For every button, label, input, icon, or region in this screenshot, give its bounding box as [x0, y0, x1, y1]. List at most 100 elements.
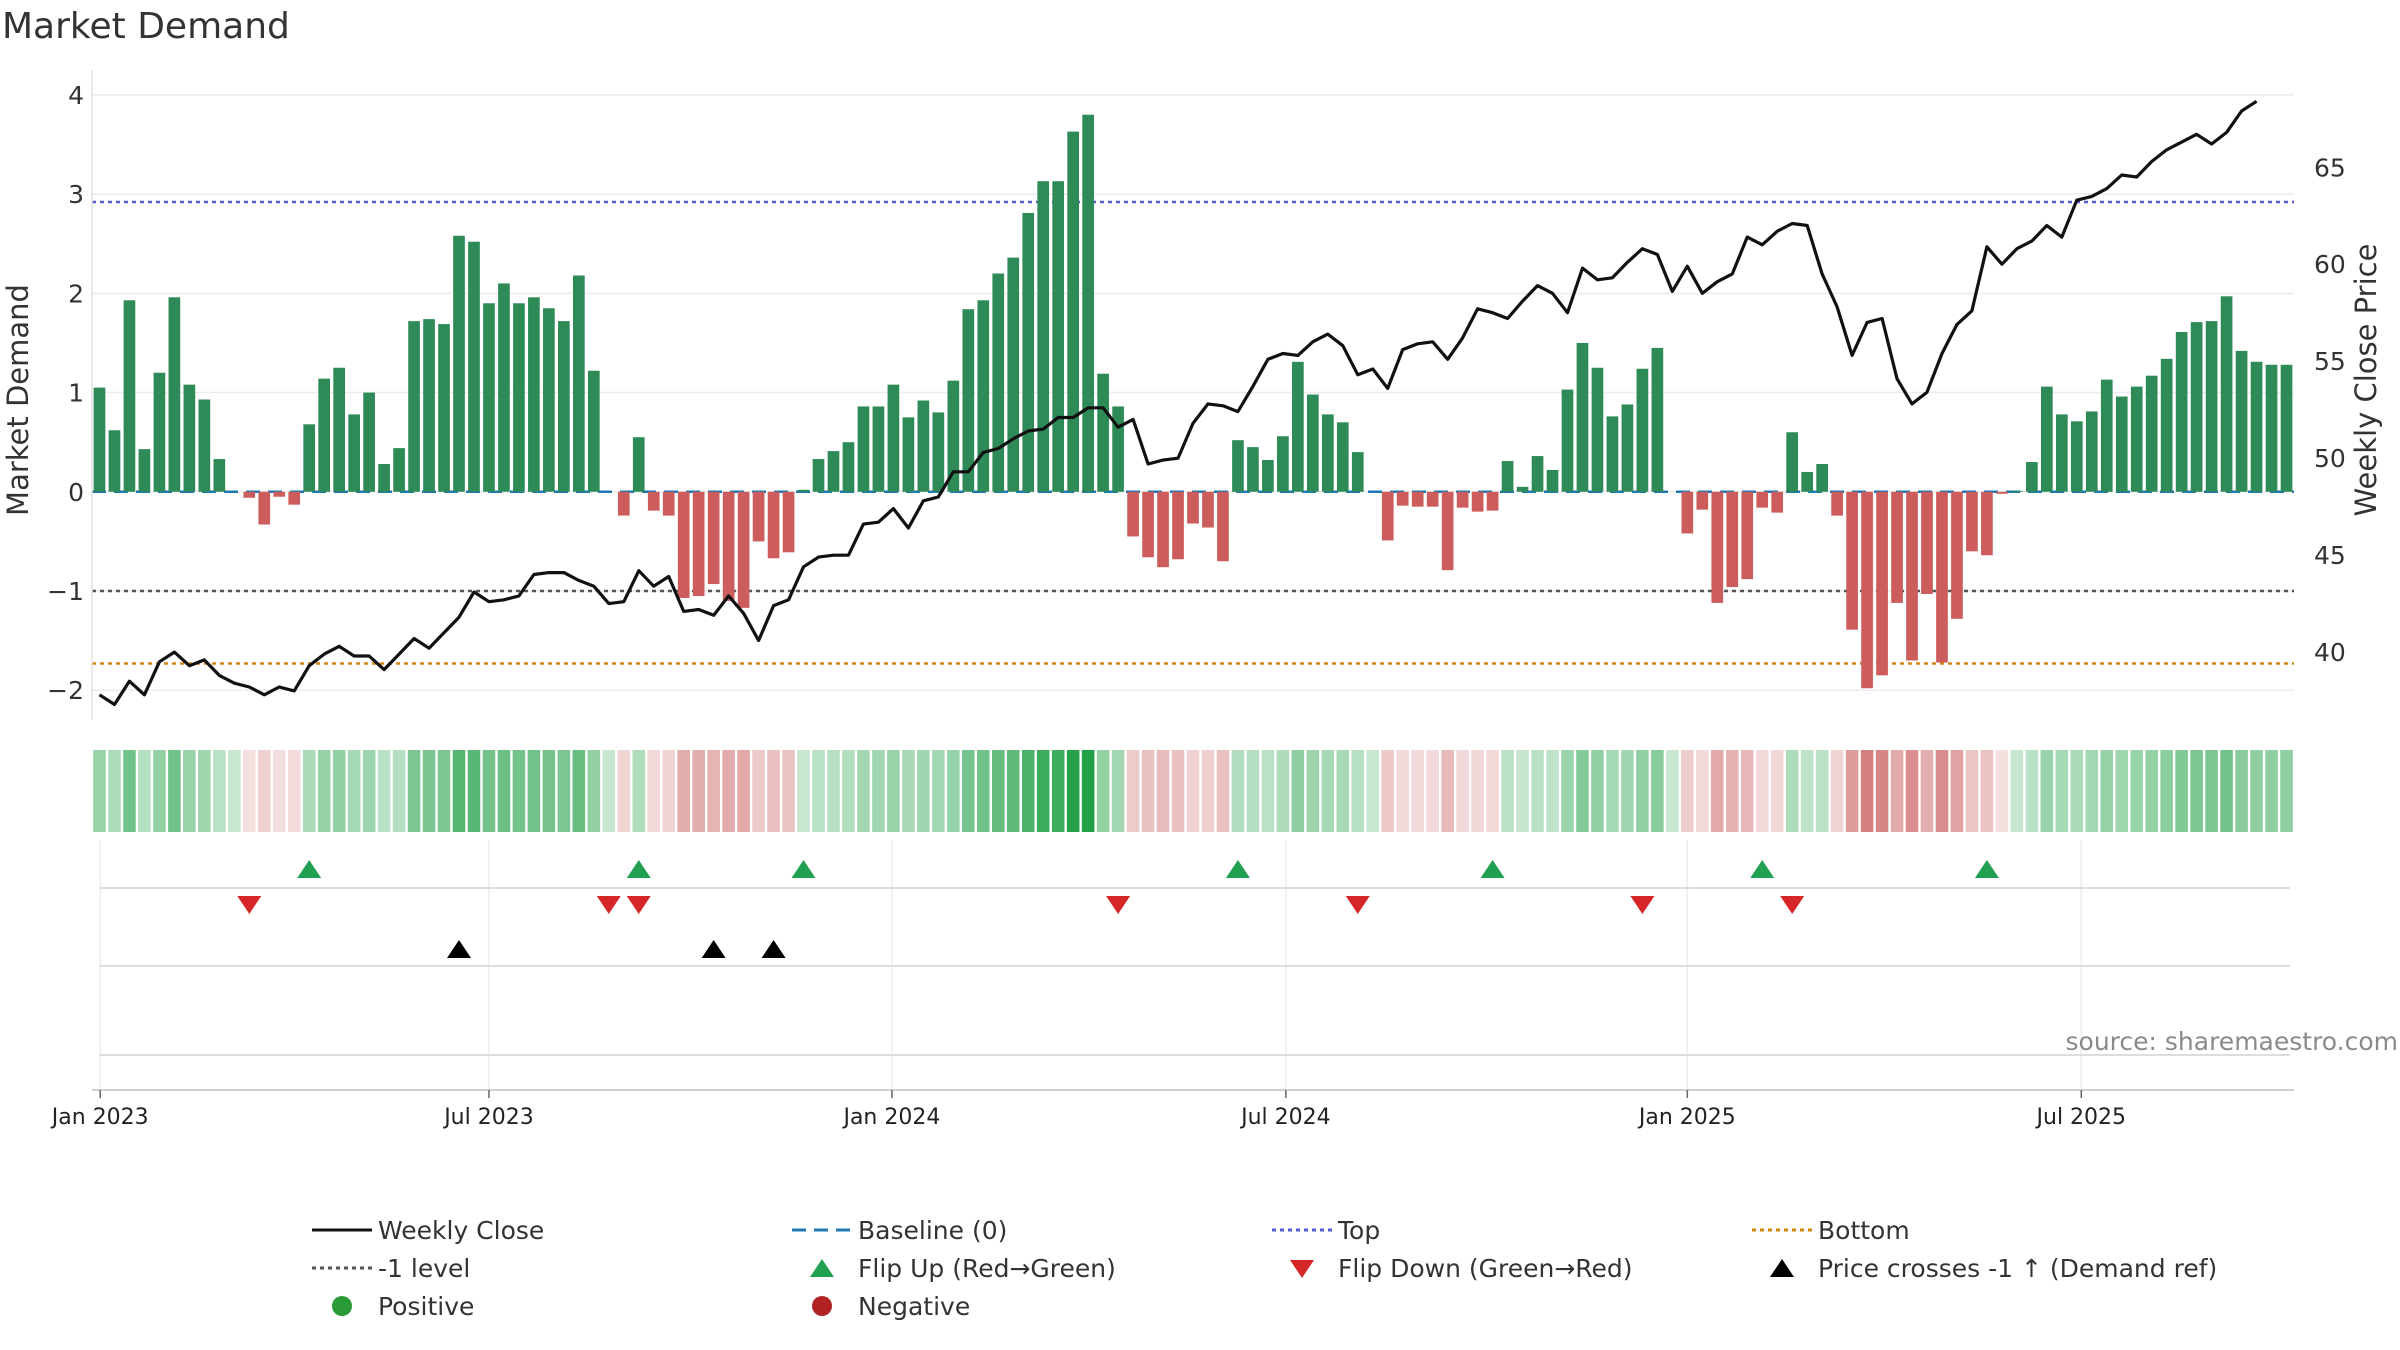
flip-up-marker [626, 860, 651, 878]
heat-cell-positive [2175, 750, 2188, 832]
weekly-close-layer [98, 99, 2258, 707]
heat-cell-negative [1156, 750, 1170, 832]
heat-cell-positive [1066, 750, 1080, 832]
negative-bar [647, 491, 660, 511]
heat-cell-positive [1306, 750, 1320, 832]
heat-cell-negative [737, 750, 750, 832]
heat-cell-positive [887, 750, 900, 832]
legend-label: Top [1338, 1215, 1381, 1245]
heat-cell-positive [827, 750, 840, 832]
heat-cell-positive [1546, 750, 1559, 832]
negative-bar [1381, 491, 1394, 541]
heat-cell-negative [1920, 750, 1934, 832]
flip-up-marker [297, 860, 322, 878]
positive-bar [2085, 411, 2098, 492]
heat-cell-positive [1276, 750, 1290, 832]
heat-cell-positive [991, 750, 1005, 832]
positive-bar [423, 319, 435, 492]
negative-bar [662, 491, 675, 516]
heat-cell-positive [2040, 750, 2054, 832]
y-tick-label: 0 [68, 478, 84, 507]
x-tick-label: Jul 2025 [2035, 1105, 2127, 1130]
heat-cell-positive [2145, 750, 2158, 832]
y-axis-label: Market Demand [1, 284, 35, 516]
negative-bar [1891, 491, 1903, 603]
heat-cell-negative [1126, 750, 1140, 832]
negative-bar [752, 491, 765, 542]
positive-bar [887, 384, 900, 492]
negative-bar [1966, 491, 1978, 552]
negative-bar [1127, 491, 1139, 537]
positive-bar [2055, 414, 2068, 492]
positive-bar [108, 430, 121, 492]
negative-bar [1441, 491, 1454, 571]
positive-bar [198, 399, 211, 492]
heat-cell-negative [1471, 750, 1484, 832]
heat-cell-positive [1785, 750, 1799, 832]
heat-cell-positive [2205, 750, 2218, 832]
heat-cell-positive [452, 750, 466, 832]
negative-bar [1396, 491, 1409, 506]
heat-cell-negative [707, 750, 720, 832]
positive-bar [1516, 486, 1529, 492]
negative-bar [1876, 491, 1888, 676]
positive-bar [558, 321, 570, 492]
negative-bar [767, 491, 780, 559]
positive-bar [2265, 364, 2278, 492]
positive-bar [917, 400, 930, 492]
flip-up-marker [1480, 860, 1505, 878]
heat-cell-positive [872, 750, 885, 832]
negative-bar [1426, 491, 1439, 507]
heat-cell-positive [347, 750, 361, 832]
heat-cell-negative [257, 750, 271, 832]
negative-bar [782, 491, 795, 553]
negative-bar [1711, 491, 1724, 603]
heat-cell-positive [962, 750, 975, 832]
heat-cell-negative [1860, 750, 1874, 832]
flip-down-marker [1780, 896, 1805, 914]
heat-cell-negative [1725, 750, 1739, 832]
heat-cell-negative [1995, 750, 2009, 832]
positive-bar [1651, 347, 1664, 492]
heat-cell-positive [422, 750, 436, 832]
negative-bar [1921, 491, 1933, 594]
circle-icon [332, 1296, 352, 1316]
positive-bar [1501, 461, 1514, 492]
heat-cell-positive [1351, 750, 1365, 832]
heat-cell-negative [1441, 750, 1454, 832]
y2-tick-label: 55 [2314, 347, 2346, 376]
heat-cell-negative [647, 750, 661, 832]
heat-cell-positive [1246, 750, 1260, 832]
positive-bar [303, 424, 316, 492]
heat-cell-positive [1561, 750, 1574, 832]
legend-label: Price crosses -1 ↑ (Demand ref) [1818, 1253, 2218, 1283]
flip-down-marker [626, 896, 651, 914]
heat-cell-negative [1830, 750, 1844, 832]
positive-bar [393, 448, 405, 492]
positive-bar [2011, 490, 2023, 492]
heat-cell-positive [1261, 750, 1275, 832]
positive-bar [1816, 464, 1828, 492]
heat-cell-negative [1770, 750, 1784, 832]
heat-cell-negative [782, 750, 795, 832]
y-tick-label: 2 [68, 279, 84, 308]
heat-cell-positive [2010, 750, 2024, 832]
weekly-close-line [98, 99, 2258, 707]
heat-cell-positive [902, 750, 915, 832]
negative-bar [1996, 491, 2008, 494]
positive-bar [2100, 379, 2113, 492]
negative-bar [1411, 491, 1424, 507]
negative-bar [1846, 491, 1858, 630]
line-icon [312, 1228, 372, 1232]
positive-bar [1262, 460, 1274, 492]
heat-cell-positive [1815, 750, 1829, 832]
heat-cell-positive [2235, 750, 2248, 832]
positive-bar [483, 303, 495, 492]
heat-cell-negative [287, 750, 301, 832]
heat-cell-positive [797, 750, 810, 832]
legend-item-top: Top [1270, 1215, 1380, 1245]
demand-bars [93, 114, 2293, 689]
heat-cell-positive [302, 750, 316, 832]
heat-cell-positive [1651, 750, 1664, 832]
x-tick-label: Jan 2024 [841, 1105, 940, 1130]
